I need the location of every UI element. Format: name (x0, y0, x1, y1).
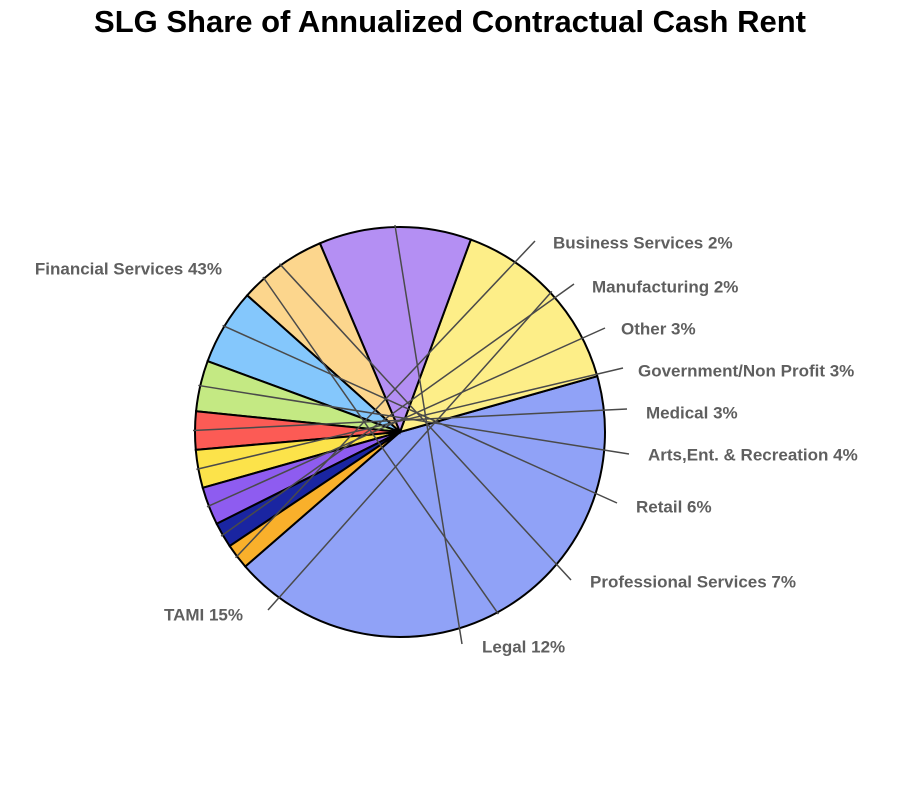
leader-line (267, 290, 553, 611)
leader-line (394, 224, 463, 645)
slice-label: Business Services 2% (553, 233, 733, 252)
leader-line (220, 283, 575, 537)
slice-label: Medical 3% (646, 403, 738, 422)
slice-label: Government/Non Profit 3% (638, 361, 854, 380)
leader-line (192, 408, 628, 432)
leader-line (206, 327, 606, 508)
leader-line (196, 367, 624, 471)
slice-label: Legal 12% (482, 637, 565, 656)
leader-line (222, 324, 618, 504)
slice-label: Arts,Ent. & Recreation 4% (648, 445, 858, 464)
slice-label: Financial Services 43% (35, 259, 222, 278)
slice-label: Manufacturing 2% (592, 277, 738, 296)
leader-line (235, 240, 536, 559)
slice-label: Other 3% (621, 319, 696, 338)
chart-title: SLG Share of Annualized Contractual Cash… (94, 4, 806, 39)
leader-line (262, 276, 500, 615)
slice-label: Professional Services 7% (590, 572, 796, 591)
slice-label: Retail 6% (636, 497, 712, 516)
slice-label: TAMI 15% (164, 605, 243, 624)
